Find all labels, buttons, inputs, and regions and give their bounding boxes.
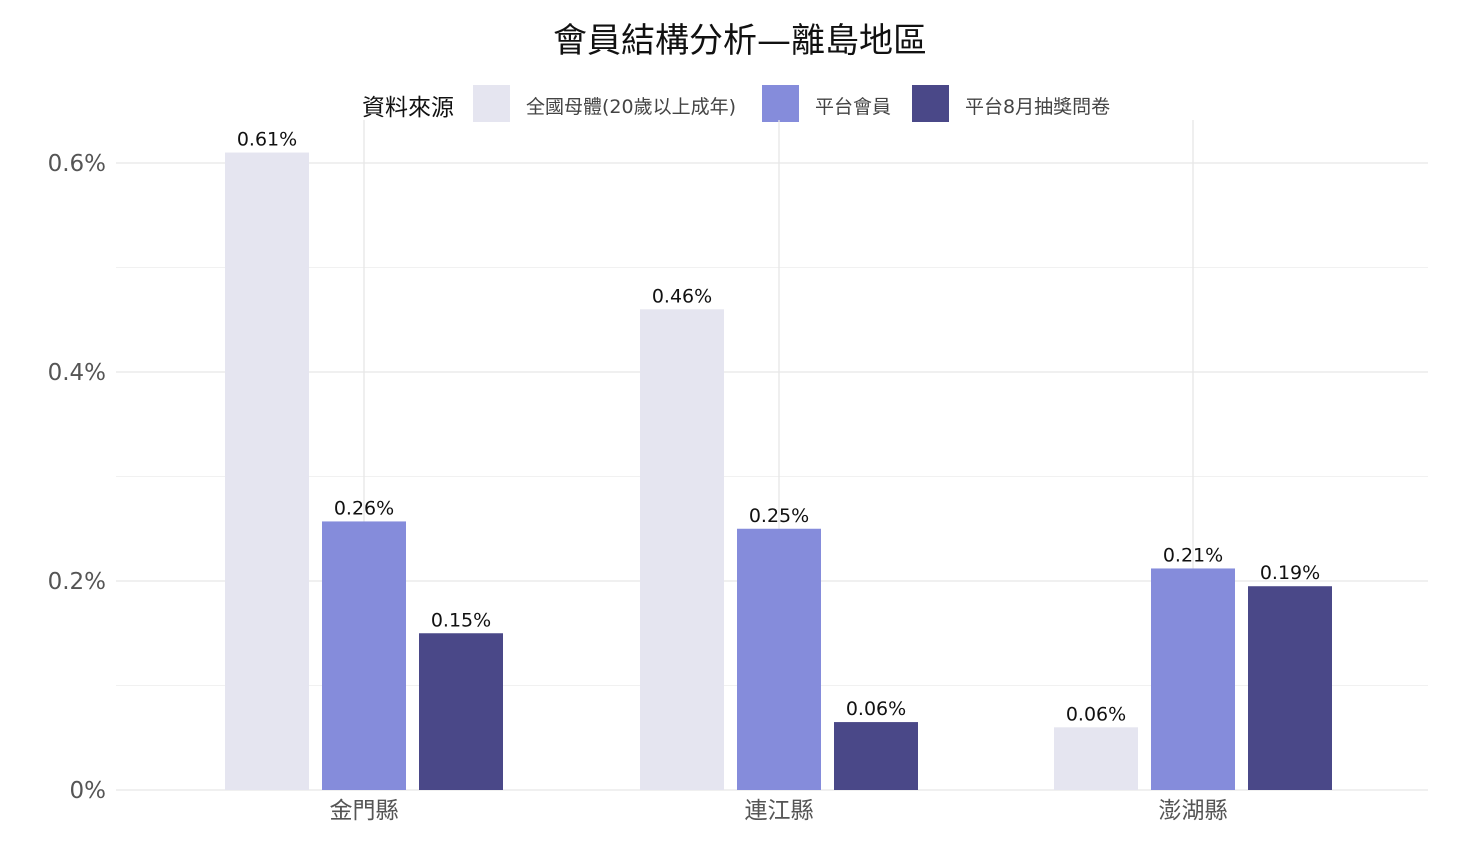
bar xyxy=(419,633,503,790)
legend-label-1: 平台會員 xyxy=(815,96,891,118)
bar-value-label: 0.06% xyxy=(846,698,906,720)
legend-title: 資料來源 xyxy=(362,95,454,121)
legend: 資料來源 全國母體(20歲以上成年) 平台會員 平台8月抽獎問卷 xyxy=(362,85,1110,122)
legend-swatch-2 xyxy=(912,85,949,122)
y-tick-label: 0% xyxy=(70,778,107,804)
bar-value-label: 0.19% xyxy=(1260,562,1320,584)
bar-labels: 0.61% 0.26% 0.15% 0.46% 0.25% 0.06% 0.06% 0.21%… xyxy=(237,129,1320,726)
chart-title: 會員結構分析—離島地區 xyxy=(553,21,927,61)
legend-label-0: 全國母體(20歲以上成年) xyxy=(526,96,736,118)
bar xyxy=(322,521,406,790)
bar xyxy=(640,309,724,790)
bar xyxy=(225,152,309,791)
bar-value-label: 0.15% xyxy=(431,609,491,631)
x-tick-label: 澎湖縣 xyxy=(1159,798,1228,824)
y-tick-label: 0.4% xyxy=(48,360,106,386)
bar-value-label: 0.25% xyxy=(749,505,809,527)
bar xyxy=(737,528,821,790)
bar xyxy=(834,722,918,790)
bar-value-label: 0.21% xyxy=(1163,544,1223,566)
bar-value-label: 0.46% xyxy=(652,285,712,307)
y-tick-label: 0.2% xyxy=(48,569,106,595)
bar-value-label: 0.26% xyxy=(334,497,394,519)
bar xyxy=(1151,568,1235,790)
y-axis-ticks: 0% 0.2% 0.4% 0.6% xyxy=(48,151,106,804)
x-tick-label: 金門縣 xyxy=(330,798,399,824)
bar-value-label: 0.61% xyxy=(237,129,297,151)
bar-value-label: 0.06% xyxy=(1066,703,1126,725)
x-axis-ticks: 金門縣 連江縣 澎湖縣 xyxy=(330,798,1228,824)
y-tick-label: 0.6% xyxy=(48,151,106,177)
x-tick-label: 連江縣 xyxy=(745,798,814,824)
legend-swatch-0 xyxy=(473,85,510,122)
bar xyxy=(1248,586,1332,790)
bar xyxy=(1054,727,1138,790)
legend-label-2: 平台8月抽獎問卷 xyxy=(965,96,1110,118)
legend-swatch-1 xyxy=(762,85,799,122)
bars xyxy=(225,152,1332,791)
